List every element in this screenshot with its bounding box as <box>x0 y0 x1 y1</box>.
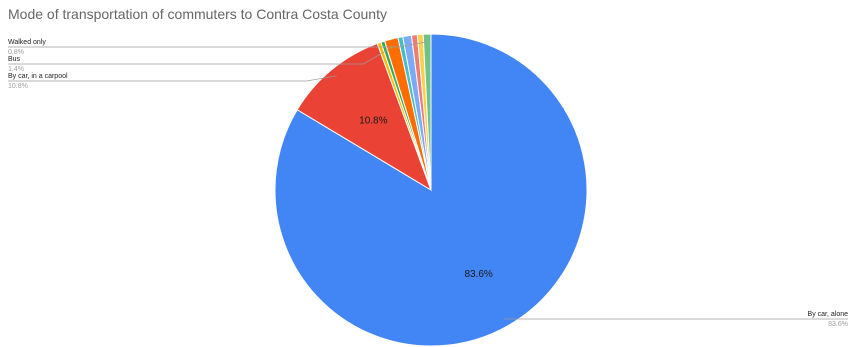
outside-label-pct-walked-only: 0.8% <box>8 49 24 56</box>
pie-slice-walked-only <box>422 33 432 191</box>
slice-label-by-car-alone: 83.6% <box>464 269 492 280</box>
leader-line-by-car-in-a-carpool <box>8 75 337 82</box>
slice-label-by-car-in-a-carpool: 10.8% <box>359 115 387 126</box>
leader-line-bus <box>8 46 394 65</box>
pie-slice-by-car-in-a-carpool <box>296 42 432 192</box>
outside-label-pct-bus: 1.4% <box>8 66 24 73</box>
chart-title: Mode of transportation of commuters to C… <box>8 6 387 22</box>
outside-label-name-by-car-alone: By car, alone <box>808 311 849 318</box>
outside-label-name-bus: Bus <box>8 56 21 63</box>
outside-label-pct-by-car-alone: 83.6% <box>828 321 848 328</box>
leader-line-walked-only <box>8 41 428 48</box>
outside-label-name-by-car-in-a-carpool: By car, in a carpool <box>8 73 68 80</box>
outside-label-name-walked-only: Walked only <box>8 39 46 46</box>
outside-label-pct-by-car-in-a-carpool: 10.8% <box>8 83 28 90</box>
